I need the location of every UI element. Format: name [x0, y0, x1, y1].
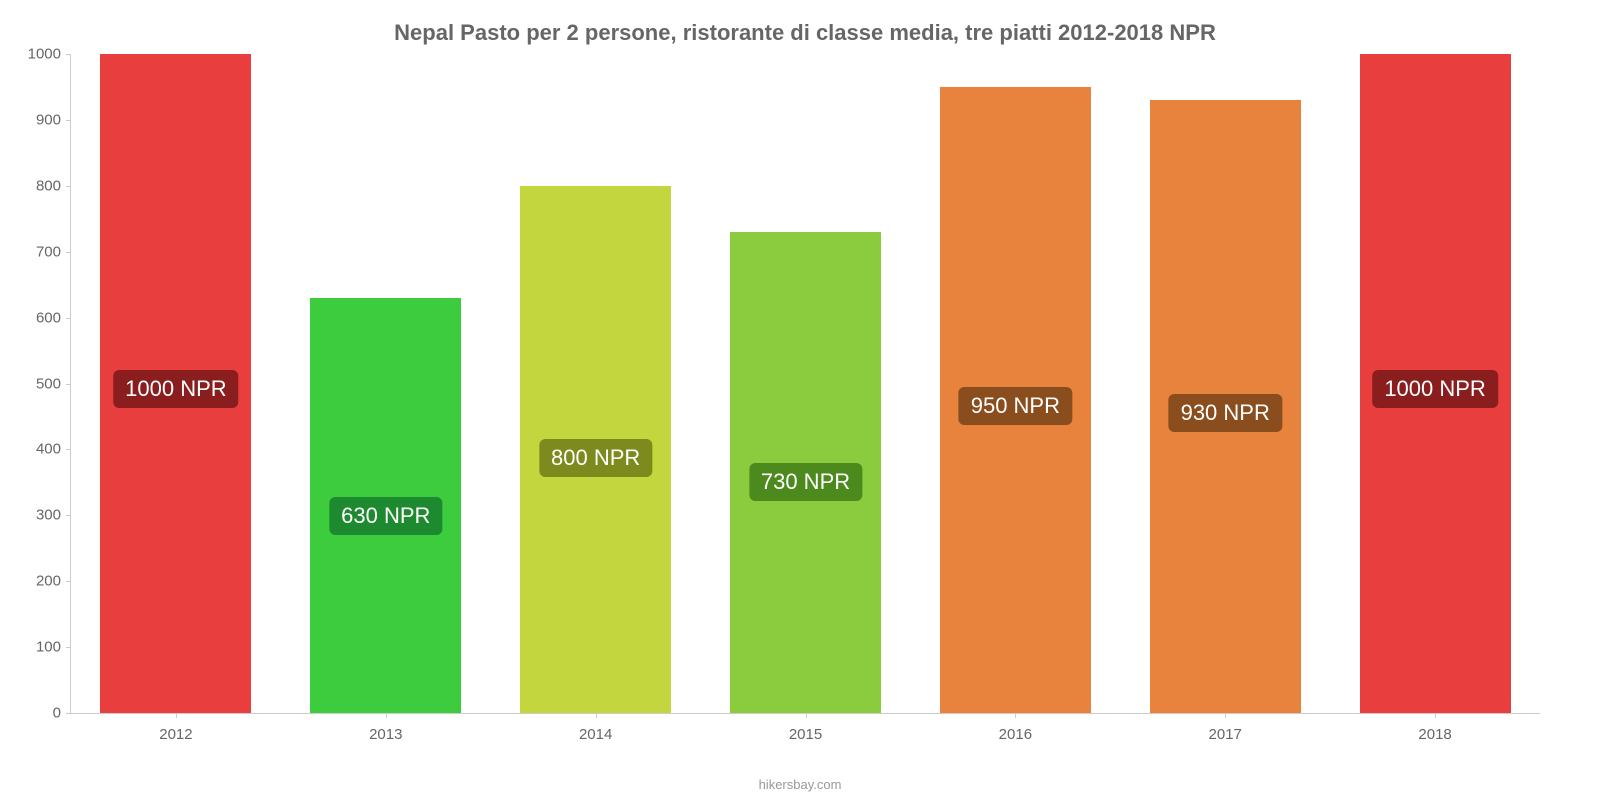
x-axis-tick [1225, 713, 1226, 718]
bars-container: 1000 NPR 630 NPR 800 NPR 730 NPR 950 NPR 930 … [71, 54, 1540, 713]
bar: 930 NPR [1150, 100, 1301, 713]
y-axis-tick [66, 120, 71, 121]
bar-slot: 800 NPR [491, 54, 701, 713]
bar-slot: 730 NPR [701, 54, 911, 713]
y-axis-tick [66, 318, 71, 319]
x-axis-label: 2012 [71, 726, 281, 743]
x-axis-label: 2014 [491, 726, 701, 743]
x-axis-label: 2015 [701, 726, 911, 743]
y-axis-tick [66, 647, 71, 648]
y-axis-tick [66, 449, 71, 450]
bar-value-label: 730 NPR [749, 463, 862, 501]
chart-area: 01002003004005006007008009001000 1000 NP… [70, 54, 1540, 714]
bar-value-label: 930 NPR [1169, 394, 1282, 432]
bar-slot: 950 NPR [910, 54, 1120, 713]
x-axis-tick [806, 713, 807, 718]
y-axis-label: 600 [36, 309, 61, 326]
y-axis-label: 1000 [28, 46, 61, 63]
y-axis-label: 100 [36, 639, 61, 656]
y-axis-tick [66, 515, 71, 516]
bar-value-label: 800 NPR [539, 439, 652, 477]
x-axis-label: 2016 [910, 726, 1120, 743]
x-axis-label: 2018 [1330, 726, 1540, 743]
bar-slot: 1000 NPR [1330, 54, 1540, 713]
bar: 630 NPR [310, 298, 461, 713]
bar: 1000 NPR [1360, 54, 1511, 713]
bar-value-label: 1000 NPR [113, 370, 239, 408]
y-axis-tick [66, 186, 71, 187]
x-axis: 2012201320142015201620172018 [71, 726, 1540, 743]
bar-value-label: 1000 NPR [1372, 370, 1498, 408]
y-axis-label: 500 [36, 375, 61, 392]
bar: 950 NPR [940, 87, 1091, 713]
footer-attribution: hikersbay.com [0, 777, 1600, 792]
chart-title: Nepal Pasto per 2 persone, ristorante di… [70, 20, 1540, 46]
y-axis-tick [66, 713, 71, 714]
y-axis-label: 900 [36, 111, 61, 128]
y-axis-tick [66, 54, 71, 55]
bar: 730 NPR [730, 232, 881, 713]
x-axis-tick [1435, 713, 1436, 718]
y-axis-tick [66, 252, 71, 253]
y-axis-tick [66, 384, 71, 385]
bar: 1000 NPR [100, 54, 251, 713]
y-axis-label: 700 [36, 243, 61, 260]
bar-value-label: 630 NPR [329, 497, 442, 535]
chart-container: Nepal Pasto per 2 persone, ristorante di… [70, 20, 1540, 740]
x-axis-tick [1015, 713, 1016, 718]
y-axis-label: 200 [36, 573, 61, 590]
y-axis-tick [66, 581, 71, 582]
y-axis-label: 0 [53, 705, 61, 722]
x-axis-tick [176, 713, 177, 718]
bar-slot: 1000 NPR [71, 54, 281, 713]
y-axis-label: 300 [36, 507, 61, 524]
bar-slot: 930 NPR [1120, 54, 1330, 713]
x-axis-tick [596, 713, 597, 718]
bar: 800 NPR [520, 186, 671, 713]
y-axis-label: 400 [36, 441, 61, 458]
x-axis-label: 2013 [281, 726, 491, 743]
y-axis-label: 800 [36, 177, 61, 194]
x-axis-tick [386, 713, 387, 718]
y-axis: 01002003004005006007008009001000 [21, 54, 66, 713]
x-axis-label: 2017 [1120, 726, 1330, 743]
bar-slot: 630 NPR [281, 54, 491, 713]
bar-value-label: 950 NPR [959, 387, 1072, 425]
